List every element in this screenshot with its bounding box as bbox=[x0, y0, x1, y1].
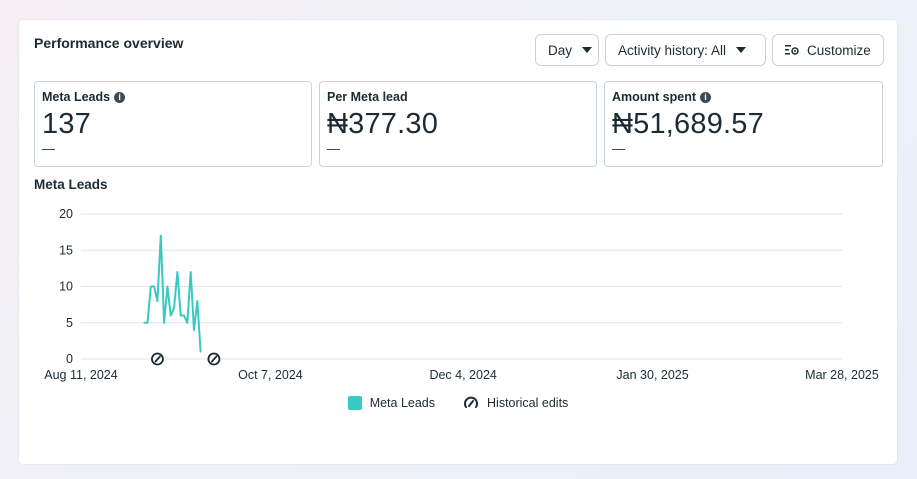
data-point bbox=[146, 321, 149, 324]
metric-label: Amount spent bbox=[612, 90, 697, 104]
y-tick-label: 20 bbox=[59, 207, 73, 221]
y-tick-label: 10 bbox=[59, 280, 73, 294]
data-point bbox=[149, 285, 152, 288]
metric-card-meta-leads[interactable]: Meta Leads i 137 — bbox=[34, 81, 312, 167]
day-dropdown-label: Day bbox=[548, 42, 573, 58]
metric-value: 137 bbox=[42, 108, 91, 140]
data-point bbox=[163, 321, 165, 324]
page-title: Performance overview bbox=[34, 35, 184, 51]
y-tick-label: 5 bbox=[66, 316, 73, 330]
legend-item-historical-edits[interactable]: Historical edits bbox=[463, 396, 568, 410]
meta-leads-line-chart: 0 5 10 15 20 Aug 11, 2024 Oct 7, 2024 Dec 4, 20… bbox=[44, 207, 879, 382]
x-tick-label: Mar 28, 2025 bbox=[805, 368, 879, 382]
customize-label: Customize bbox=[807, 42, 871, 58]
data-point bbox=[156, 300, 159, 302]
data-point bbox=[173, 307, 175, 310]
day-dropdown[interactable]: Day bbox=[535, 34, 599, 66]
historical-edit-marker[interactable] bbox=[207, 352, 221, 366]
metric-label: Meta Leads bbox=[42, 90, 111, 104]
legend-item-meta-leads[interactable]: Meta Leads bbox=[347, 396, 436, 410]
data-point bbox=[193, 329, 195, 331]
performance-overview-card: Performance overview Day Activity histor… bbox=[19, 20, 897, 464]
data-point bbox=[176, 271, 179, 273]
metric-value: ₦51,689.57 bbox=[612, 108, 764, 140]
historical-edit-icon bbox=[463, 396, 479, 410]
data-point bbox=[183, 314, 185, 317]
data-point bbox=[199, 350, 202, 353]
x-tick-label: Jan 30, 2025 bbox=[616, 368, 688, 382]
data-point bbox=[159, 234, 162, 237]
metric-label-row: Amount spent i bbox=[612, 90, 875, 104]
data-point bbox=[186, 321, 189, 324]
metric-comparison: — bbox=[612, 141, 625, 156]
chart-title: Meta Leads bbox=[34, 177, 108, 192]
y-tick-label: 0 bbox=[66, 352, 73, 366]
activity-history-dropdown[interactable]: Activity history: All bbox=[605, 34, 766, 66]
metric-value: ₦377.30 bbox=[327, 108, 439, 140]
legend-label: Meta Leads bbox=[369, 396, 436, 410]
metric-card-amount-spent[interactable]: Amount spent i ₦51,689.57 — bbox=[604, 81, 883, 167]
chart-legend: Meta Leads Historical edits bbox=[19, 396, 897, 410]
legend-label: Historical edits bbox=[487, 396, 569, 410]
data-point bbox=[153, 285, 155, 288]
data-point bbox=[169, 314, 172, 317]
customize-button[interactable]: Customize bbox=[772, 34, 884, 66]
metric-comparison: — bbox=[327, 141, 340, 156]
caret-down-icon bbox=[582, 47, 593, 53]
info-icon[interactable]: i bbox=[114, 91, 126, 103]
series-line-meta-leads bbox=[144, 234, 202, 352]
caret-down-icon bbox=[736, 47, 747, 53]
legend-swatch bbox=[347, 396, 362, 410]
data-point bbox=[143, 321, 145, 324]
y-tick-label: 15 bbox=[59, 243, 73, 257]
activity-history-label: Activity history: All bbox=[618, 42, 727, 58]
metric-label-row: Meta Leads i bbox=[42, 90, 304, 104]
x-tick-label: Dec 4, 2024 bbox=[429, 368, 496, 382]
x-tick-label: Oct 7, 2024 bbox=[238, 368, 303, 382]
customize-sliders-icon bbox=[785, 44, 799, 56]
historical-edit-marker[interactable] bbox=[151, 352, 164, 366]
metric-label-row: Per Meta lead bbox=[327, 90, 589, 104]
data-point bbox=[166, 285, 169, 288]
metric-card-per-meta-lead[interactable]: Per Meta lead ₦377.30 — bbox=[319, 81, 597, 167]
x-tick-label: Aug 11, 2024 bbox=[44, 368, 117, 382]
data-point bbox=[196, 300, 199, 302]
metric-label: Per Meta lead bbox=[327, 90, 408, 104]
data-point bbox=[189, 271, 192, 273]
metric-comparison: — bbox=[42, 141, 55, 156]
info-icon[interactable]: i bbox=[700, 91, 712, 103]
data-point bbox=[179, 314, 182, 317]
